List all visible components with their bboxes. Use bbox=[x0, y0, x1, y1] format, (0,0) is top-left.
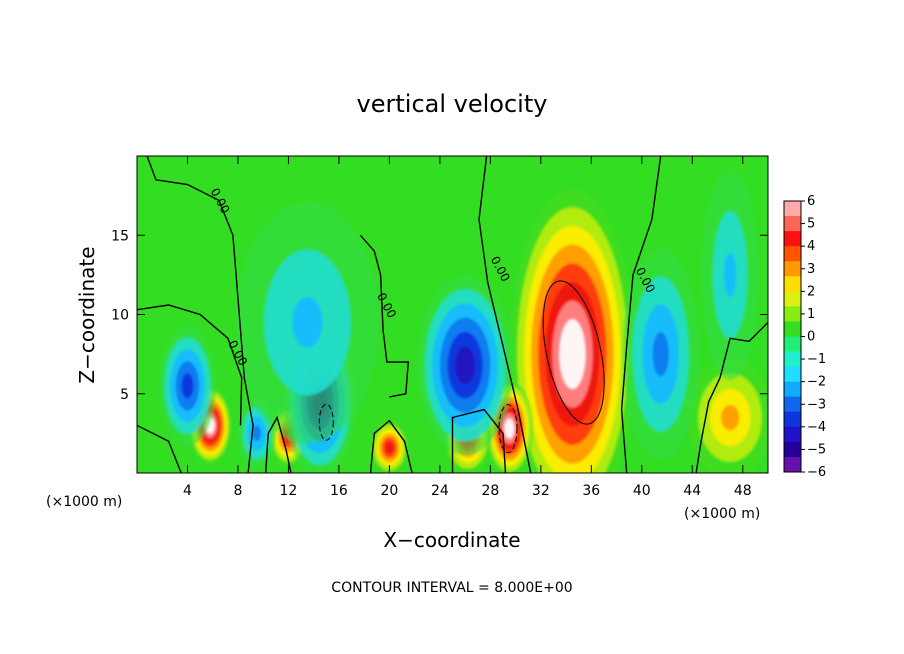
y-axis-ticks: 5 10 15 bbox=[111, 228, 768, 403]
colorbar-label: 4 bbox=[807, 239, 815, 254]
updraft-cell bbox=[686, 357, 768, 473]
x-axis-ticks: 4 8 12 16 20 24 28 32 36 40 44 48 bbox=[183, 156, 752, 499]
zero-contour-line bbox=[137, 304, 243, 426]
colorbar-swatch bbox=[784, 336, 801, 353]
contour-interval-note: CONTOUR INTERVAL = 8.000E+00 bbox=[331, 580, 572, 596]
colorbar-swatch bbox=[784, 321, 801, 337]
colorbar-swatch bbox=[784, 426, 801, 443]
dashed-contour bbox=[498, 404, 518, 454]
colorbar-label: −3 bbox=[807, 397, 826, 412]
downdraft-cell bbox=[417, 274, 514, 456]
y-axis-label: Z−coordinate bbox=[75, 246, 99, 383]
x-tick-label: 44 bbox=[683, 483, 701, 499]
colorbar-swatch bbox=[784, 216, 801, 232]
x-tick-label: 40 bbox=[633, 483, 651, 499]
x-tick-label: 48 bbox=[734, 483, 752, 499]
colorbar-label: 2 bbox=[807, 284, 815, 299]
colorbar-label: 0 bbox=[807, 330, 815, 345]
x-axis-label: X−coordinate bbox=[383, 528, 520, 552]
downdraft-cell bbox=[235, 201, 380, 443]
downdraft-cell bbox=[622, 248, 700, 460]
zero-contour-line bbox=[695, 321, 768, 473]
x-axis-unit: (×1000 m) bbox=[684, 506, 760, 522]
colorbar-swatch bbox=[784, 201, 801, 217]
dashed-contour bbox=[318, 403, 334, 441]
colorbar-swatch bbox=[784, 351, 801, 368]
zero-contour-line bbox=[478, 156, 532, 473]
downdraft-cell bbox=[158, 325, 217, 447]
colorbar-label: 6 bbox=[807, 194, 815, 209]
x-tick-label: 8 bbox=[233, 483, 242, 499]
colorbar-swatch bbox=[784, 291, 801, 307]
contour-lines bbox=[137, 156, 768, 473]
updraft-core-contour bbox=[542, 280, 605, 425]
zero-contour-line bbox=[620, 156, 662, 473]
colorbar-swatch bbox=[784, 246, 801, 262]
colorbar-swatch bbox=[784, 381, 801, 398]
zero-contour-line bbox=[369, 419, 413, 473]
colorbar-swatch bbox=[784, 441, 801, 458]
x-tick-label: 24 bbox=[431, 483, 449, 499]
x-tick-label: 32 bbox=[532, 483, 550, 499]
colorbar-label: −5 bbox=[807, 442, 826, 457]
zero-contour-line bbox=[146, 156, 254, 473]
colorbar-label: −4 bbox=[807, 420, 826, 435]
x-tick-label: 12 bbox=[280, 483, 298, 499]
zero-contour-line bbox=[359, 234, 410, 398]
zero-contour-line bbox=[137, 424, 182, 473]
colorbar-label: −1 bbox=[807, 352, 826, 367]
x-tick-label: 20 bbox=[380, 483, 398, 499]
colorbar-swatch bbox=[784, 396, 801, 413]
colorbar-swatch bbox=[784, 411, 801, 428]
colorbar-swatch bbox=[784, 276, 801, 292]
x-tick-label: 16 bbox=[330, 483, 348, 499]
x-tick-label: 28 bbox=[481, 483, 499, 499]
downdraft-cell bbox=[701, 169, 759, 381]
colorbar-label: 3 bbox=[807, 262, 815, 277]
zero-contour-line bbox=[265, 415, 292, 473]
colorbar-label: −6 bbox=[807, 465, 826, 480]
colorbar-label: 1 bbox=[807, 307, 815, 322]
x-tick-label: 36 bbox=[582, 483, 600, 499]
colorbar-swatch bbox=[784, 456, 801, 473]
y-tick-label: 15 bbox=[111, 228, 129, 244]
colorbar-swatch bbox=[784, 231, 801, 247]
colorbar-label: −2 bbox=[807, 375, 826, 390]
updraft-cell bbox=[510, 188, 635, 473]
chart-title: vertical velocity bbox=[357, 90, 548, 118]
velocity-field bbox=[137, 156, 768, 473]
colorbar-swatch bbox=[784, 366, 801, 383]
y-tick-label: 5 bbox=[120, 387, 129, 403]
colorbar-swatch bbox=[784, 261, 801, 277]
zero-contour-line bbox=[451, 408, 507, 473]
y-tick-label: 10 bbox=[111, 308, 129, 324]
colorbar-swatch bbox=[784, 306, 801, 322]
colorbar: 6 5 4 3 2 1 0 −1 −2 −3 −4 −5 −6 bbox=[783, 194, 826, 480]
y-axis-unit: (×1000 m) bbox=[46, 494, 122, 510]
x-tick-label: 4 bbox=[183, 483, 192, 499]
colorbar-label: 5 bbox=[807, 217, 815, 232]
